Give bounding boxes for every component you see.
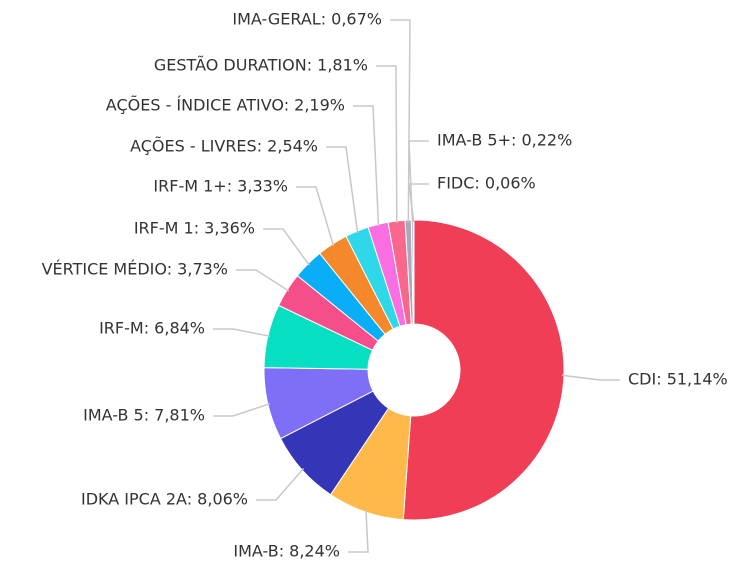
data-label: IRF-M 1+: 3,33% xyxy=(153,177,288,196)
donut-slice xyxy=(412,219,415,325)
data-label: IRF-M 1: 3,36% xyxy=(134,219,255,238)
leader-line xyxy=(353,105,380,227)
leader-line xyxy=(408,183,429,223)
leader-line xyxy=(326,146,359,234)
leader-line xyxy=(348,509,369,553)
leader-line xyxy=(296,186,335,247)
data-label: CDI: 51,14% xyxy=(628,370,728,389)
data-label: VÉRTICE MÉDIO: 3,73% xyxy=(42,260,228,279)
data-label: IRF-M: 6,84% xyxy=(99,319,205,338)
leader-line xyxy=(213,402,271,417)
leader-line xyxy=(561,374,620,381)
data-label: IDKA IPCA 2A: 8,06% xyxy=(81,490,248,509)
leader-line xyxy=(376,65,398,224)
data-label: AÇÕES - LIVRES: 2,54% xyxy=(130,137,318,156)
leader-line xyxy=(236,269,290,292)
data-label: FIDC: 0,06% xyxy=(437,174,536,193)
leader-line xyxy=(256,468,305,501)
leader-line xyxy=(263,228,310,266)
data-label: GESTÃO DURATION: 1,81% xyxy=(154,56,368,75)
data-label: AÇÕES - ÍNDICE ATIVO: 2,19% xyxy=(106,96,345,115)
data-label: IMA-GERAL: 0,67% xyxy=(232,10,382,29)
data-label: IMA-B 5+: 0,22% xyxy=(437,131,572,150)
data-label: IMA-B 5: 7,81% xyxy=(83,406,205,425)
leader-line xyxy=(408,140,429,223)
donut-slice xyxy=(402,219,565,521)
leader-line xyxy=(390,19,411,223)
leader-line xyxy=(213,328,271,337)
data-label: IMA-B: 8,24% xyxy=(233,542,340,561)
